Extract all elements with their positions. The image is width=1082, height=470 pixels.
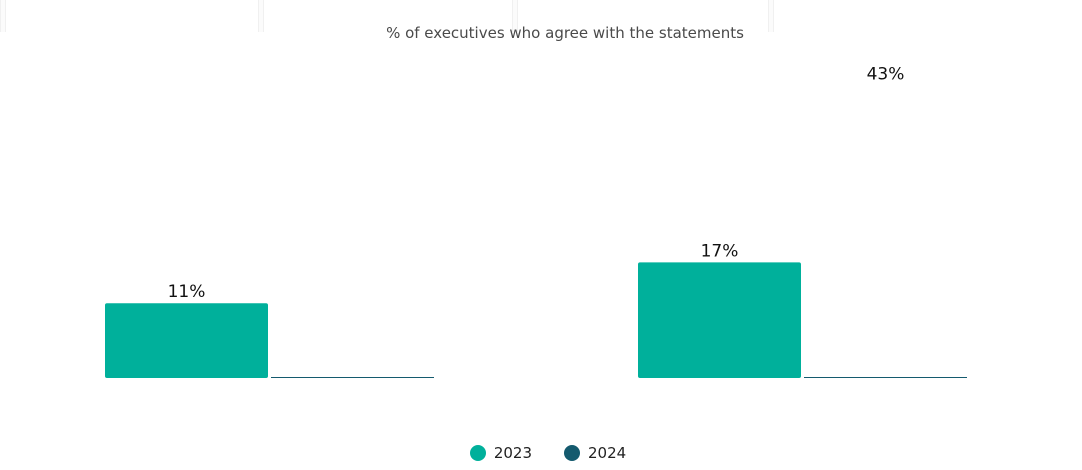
legend-item-2024[interactable]: 2024 — [550, 444, 626, 462]
bar-2023-1[interactable] — [638, 262, 801, 378]
top-tab[interactable] — [512, 0, 518, 32]
legend-label-2024: 2024 — [588, 444, 627, 462]
bar-2024-0[interactable] — [271, 377, 434, 378]
top-tab[interactable] — [0, 0, 6, 32]
legend-swatch-2023 — [469, 445, 486, 461]
chart-legend: 2023 2024 — [0, 444, 1082, 462]
legend-swatch-2024 — [564, 445, 580, 461]
legend-label-2023: 2023 — [493, 444, 532, 462]
chart-subtitle: % of executives who agree with the state… — [386, 24, 744, 42]
bar-2023-0[interactable] — [105, 303, 268, 378]
value-label-2023-0: 11% — [168, 282, 206, 302]
top-tab[interactable] — [768, 0, 774, 32]
top-tab[interactable] — [258, 0, 264, 32]
bar-2024-1[interactable] — [804, 377, 967, 378]
value-label-2023-1: 17% — [701, 241, 739, 261]
legend-item-2023[interactable]: 2023 — [456, 444, 532, 462]
value-label-2024-1: 43% — [867, 65, 905, 85]
top-tab-strip — [0, 0, 1082, 32]
